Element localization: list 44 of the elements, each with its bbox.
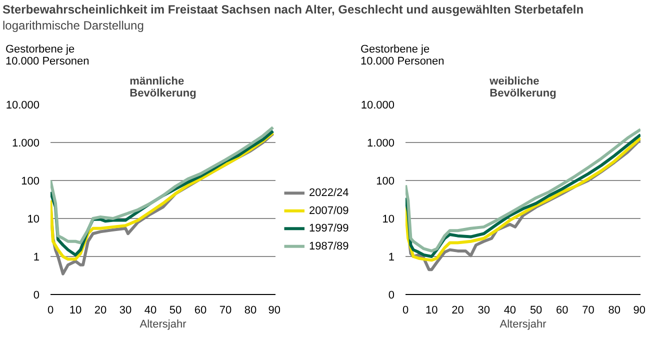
x-tick-label: 30	[478, 304, 490, 316]
x-tick-label: 90	[268, 304, 281, 316]
y-tick-label: 0	[388, 290, 395, 302]
y-tick-label: 10	[382, 214, 395, 226]
y-tick-label: 1	[33, 252, 40, 264]
x-tick-label: 40	[144, 304, 157, 316]
y-axis-title: Gestorbene je 10.000 Personen	[6, 44, 90, 68]
y-tick-label: 1	[388, 252, 395, 264]
x-tick-label: 0	[47, 304, 54, 316]
x-tick-label: 20	[94, 304, 107, 316]
legend-label: 1997/99	[309, 222, 349, 235]
x-axis-title: Altersjahr	[500, 318, 547, 330]
x-tick-label: 10	[69, 304, 82, 316]
x-tick-label: 80	[608, 304, 621, 316]
legend-label: 1987/89	[309, 240, 349, 252]
y-tick-label: 1.000	[12, 138, 40, 150]
y-axis-title: Gestorbene je 10.000 Personen	[360, 44, 444, 68]
x-tick-label: 90	[633, 304, 646, 316]
x-tick-label: 40	[504, 304, 516, 316]
y-tick-label: 100	[21, 176, 40, 188]
text: logarithmische Darstellung	[2, 18, 144, 32]
y-tick-label: 1.000	[366, 138, 395, 150]
x-tick-label: 60	[556, 304, 568, 316]
x-tick-label: 70	[582, 304, 594, 316]
chart-title: weibliche Bevölkerung	[488, 76, 556, 100]
chart-title: männliche Bevölkerung	[130, 76, 196, 100]
y-tick-label: 10.000	[6, 100, 40, 112]
legend-label: 2022/24	[309, 187, 349, 200]
y-tick-label: 0	[33, 290, 40, 302]
x-tick-label: 50	[169, 304, 182, 316]
legend-label: 2007/09	[309, 204, 349, 217]
y-tick-label: 10	[27, 214, 40, 226]
x-tick-label: 30	[119, 304, 132, 316]
x-tick-label: 70	[219, 304, 232, 316]
y-tick-label: 10.000	[360, 100, 395, 112]
x-tick-label: 80	[244, 304, 257, 316]
text: Sterbewahrscheinlichkeit im Freistaat Sachsen nach Alter, Geschlecht und ausgewählten Sterbetafeln	[2, 2, 584, 16]
x-tick-label: 50	[530, 304, 542, 316]
x-tick-label: 10	[425, 304, 438, 316]
x-tick-label: 0	[402, 304, 409, 316]
x-tick-label: 60	[194, 304, 207, 316]
x-axis-title: Altersjahr	[140, 318, 187, 330]
y-tick-label: 100	[376, 176, 395, 188]
x-tick-label: 20	[452, 304, 464, 316]
